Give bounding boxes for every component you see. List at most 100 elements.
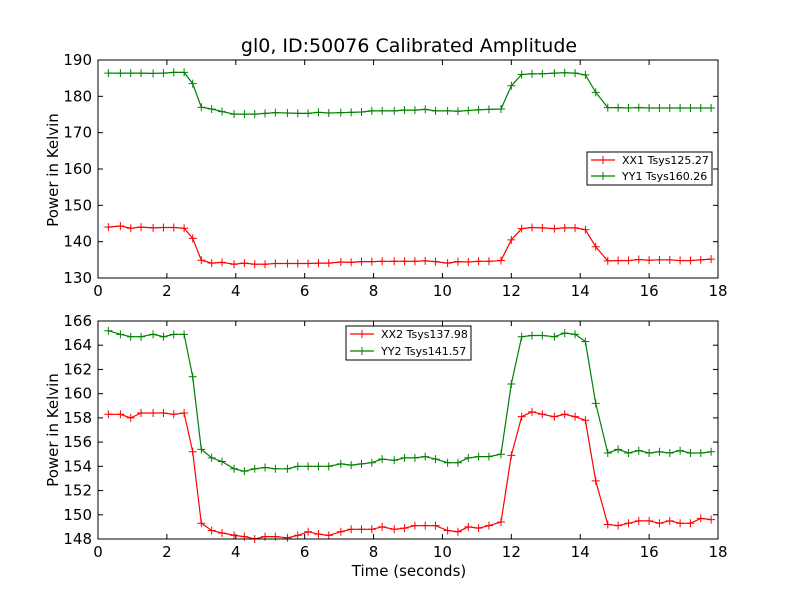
- bottom-series-1-point-52: [655, 447, 664, 456]
- top-series-0-point-20: [314, 259, 323, 268]
- top-xtick-label-9: 18: [708, 282, 727, 300]
- top-series-0-point-41: [538, 223, 547, 232]
- top-series-1-point-45: [581, 70, 590, 79]
- top-series-0-point-8: [188, 234, 197, 243]
- top-xtick-label-5: 10: [433, 282, 452, 300]
- bottom-series-1-point-17: [283, 464, 292, 473]
- bottom-series-line-0: [108, 411, 712, 540]
- bottom-series-1-point-3: [137, 332, 146, 341]
- top-series-0-point-54: [676, 256, 685, 265]
- bottom-series-0-point-51: [645, 516, 654, 525]
- bottom-series-1-point-42: [550, 332, 559, 341]
- bottom-series-0-point-7: [180, 409, 189, 418]
- bottom-ytick-label-5: 158: [63, 409, 92, 427]
- bottom-series-1-point-25: [367, 458, 376, 467]
- bottom-series-0-point-30: [421, 521, 430, 530]
- bottom-series-1-point-1: [116, 330, 125, 339]
- top-series-0-point-5: [159, 223, 168, 232]
- bottom-series-0-point-48: [614, 521, 623, 530]
- bottom-xtick-label-5: 10: [433, 543, 452, 561]
- top-series-1-point-19: [304, 109, 313, 118]
- bottom-series-0-point-3: [137, 409, 146, 418]
- top-series-1-point-52: [655, 103, 664, 112]
- top-ytick-label-0: 130: [63, 269, 92, 287]
- top-series-1-point-57: [707, 103, 716, 112]
- top-series-0-point-12: [230, 260, 239, 269]
- chart-bottom-plot-area: 0 2 4 6 8 10 12 14 16 18 148 150 152 154 156 158 160 162 1…: [63, 312, 727, 561]
- top-series-1-point-54: [676, 103, 685, 112]
- top-series-1-point-50: [634, 103, 643, 112]
- bottom-xtick-label-6: 12: [502, 543, 521, 561]
- bottom-series-1-point-56: [696, 449, 705, 458]
- top-series-1-point-18: [293, 109, 302, 118]
- top-series-1-point-38: [507, 81, 516, 90]
- top-series-0-point-31: [431, 257, 440, 266]
- bottom-xtick-label-2: 4: [231, 543, 241, 561]
- top-series-0-point-42: [550, 224, 559, 233]
- bottom-ytick-label-4: 156: [63, 433, 92, 451]
- bottom-series-1-point-44: [571, 330, 580, 339]
- bottom-xtick-label-8: 16: [640, 543, 659, 561]
- bottom-ytick-label-8: 164: [63, 336, 92, 354]
- bottom-series-0-point-22: [336, 527, 345, 536]
- top-series-0-point-55: [686, 256, 695, 265]
- top-xtick-label-2: 4: [231, 282, 241, 300]
- top-ytick-label-1: 140: [63, 233, 92, 251]
- top-series-1-point-47: [603, 103, 612, 112]
- bottom-series-1-point-12: [230, 464, 239, 473]
- top-series-0-point-14: [250, 260, 259, 269]
- top-series-1-point-24: [357, 107, 366, 116]
- bottom-series-1-point-49: [624, 449, 633, 458]
- bottom-ytick-label-1: 150: [63, 506, 92, 524]
- chart-bottom-legend: XX2 Tsys137.98 YY2 Tsys141.57: [345, 325, 472, 361]
- bottom-series-1-point-11: [218, 457, 226, 466]
- top-series-1-point-48: [614, 103, 623, 112]
- top-series-line-0: [108, 225, 712, 265]
- bottom-series-1-point-30: [421, 452, 430, 461]
- bottom-series-1-point-43: [560, 329, 569, 338]
- bottom-series-0-point-9: [197, 519, 206, 528]
- top-series-1-point-31: [431, 106, 440, 115]
- bottom-series-0-point-40: [528, 407, 536, 416]
- bottom-series-1-point-10: [207, 453, 216, 462]
- top-series-0-point-7: [180, 224, 189, 233]
- bottom-series-0-point-31: [431, 521, 440, 530]
- bottom-series-0-point-39: [517, 412, 526, 421]
- top-series-0-point-50: [634, 255, 643, 264]
- bottom-series-1-point-7: [180, 330, 189, 339]
- bottom-series-0-point-6: [169, 410, 178, 419]
- bottom-series-0-point-21: [324, 531, 333, 540]
- bottom-series-1-point-16: [271, 464, 280, 473]
- bottom-series-1-point-38: [507, 379, 516, 388]
- top-series-0-point-11: [218, 258, 226, 267]
- top-ytick-label-6: 190: [63, 51, 92, 69]
- bottom-series-1-point-48: [614, 445, 623, 454]
- bottom-series-0-point-28: [400, 524, 409, 533]
- top-series-0-point-38: [507, 235, 516, 244]
- top-series-0-point-46: [591, 242, 600, 251]
- top-series-1-point-43: [560, 68, 569, 77]
- bottom-series-0-point-38: [507, 451, 516, 460]
- top-series-1-point-12: [230, 110, 239, 119]
- bottom-series-0-point-53: [665, 516, 674, 525]
- top-series-0-point-6: [169, 223, 178, 232]
- top-series-1-point-10: [207, 105, 216, 114]
- top-series-1-point-42: [550, 69, 559, 78]
- top-series-1-point-41: [538, 69, 547, 78]
- top-xtick-label-8: 16: [640, 282, 659, 300]
- top-series-1-point-0: [104, 69, 113, 78]
- top-series-0-point-37: [497, 256, 505, 265]
- bottom-series-1-point-47: [603, 449, 612, 458]
- bottom-xtick-label-4: 8: [369, 543, 379, 561]
- bottom-series-1-point-40: [528, 331, 536, 340]
- bottom-series-0-point-35: [474, 524, 483, 533]
- top-series-0-point-52: [655, 255, 664, 264]
- top-series-1-point-15: [261, 109, 270, 118]
- top-series-1-point-3: [137, 69, 146, 78]
- bottom-xtick-label-7: 14: [571, 543, 590, 561]
- top-series-1-point-34: [464, 106, 473, 115]
- top-ytick-label-4: 170: [63, 124, 92, 142]
- bottom-series-1-point-41: [538, 331, 547, 340]
- bottom-series-1-point-45: [581, 337, 590, 346]
